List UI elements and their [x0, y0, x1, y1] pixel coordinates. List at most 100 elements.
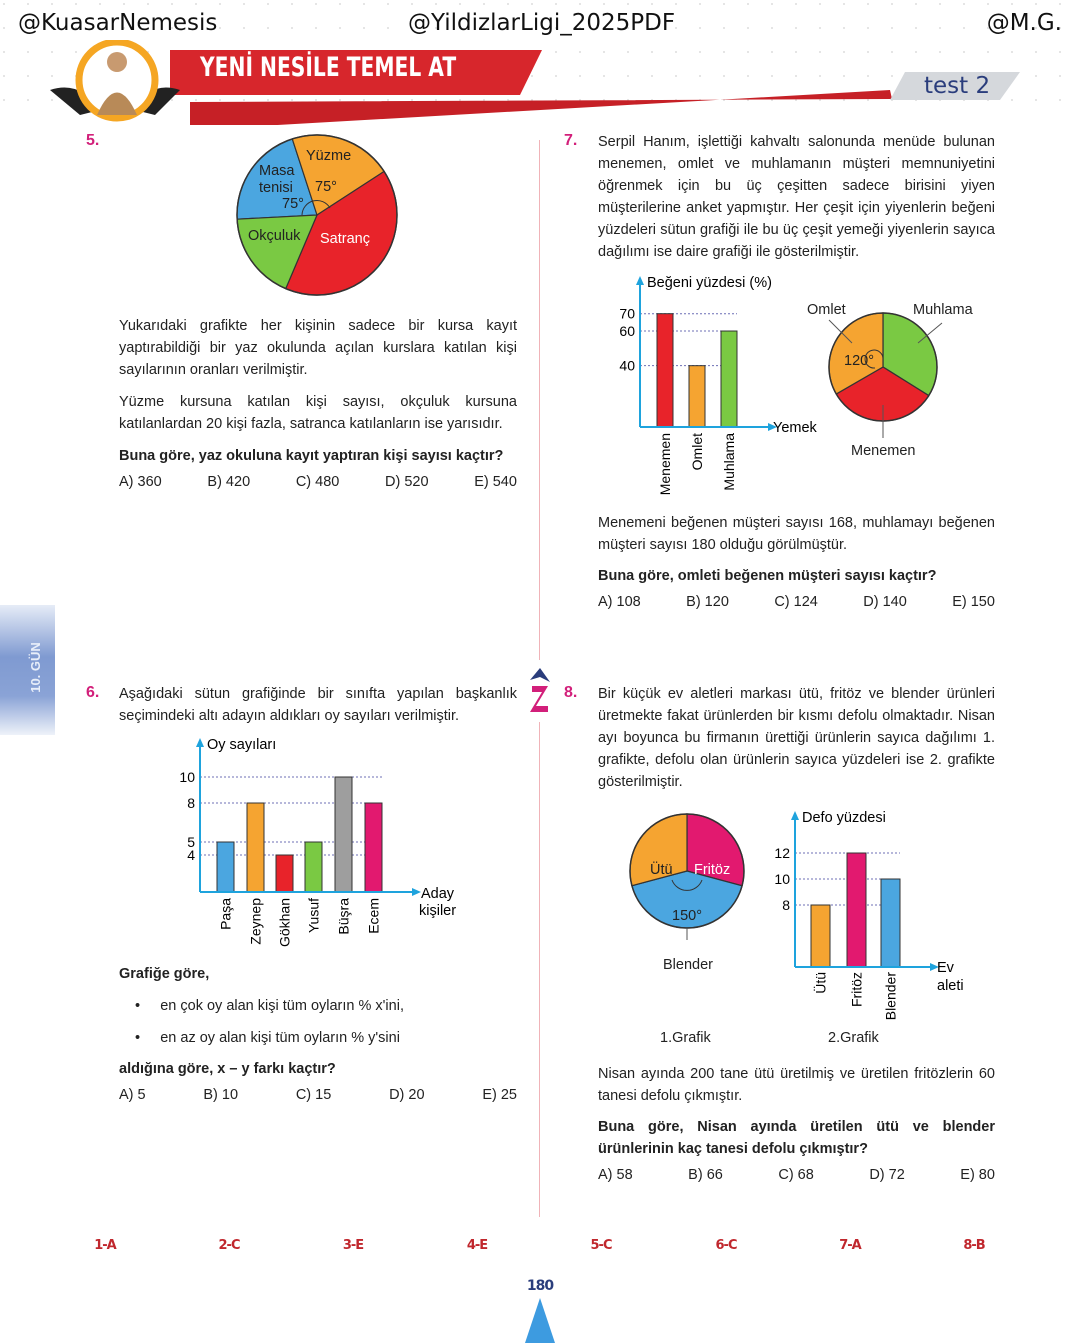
pie-label: Okçuluk	[248, 228, 301, 244]
q6-options: A) 5 B) 10 C) 15 D) 20 E) 25	[119, 1087, 517, 1103]
option-a[interactable]: A) 58	[598, 1167, 633, 1183]
x-tick-label: Menemen	[657, 433, 673, 495]
x-axis-label: kişiler	[419, 903, 456, 919]
option-b[interactable]: B) 10	[203, 1087, 239, 1103]
option-b[interactable]: B) 120	[686, 594, 729, 610]
page-marker-icon	[525, 1298, 555, 1343]
header-banner	[50, 40, 1020, 125]
pie-label: tenisi	[259, 180, 293, 196]
question-number: 6.	[86, 684, 100, 701]
option-c[interactable]: C) 124	[774, 594, 818, 610]
x-tick-label: Blender	[883, 972, 899, 1021]
option-c[interactable]: C) 480	[295, 474, 340, 490]
option-d[interactable]: D) 72	[869, 1167, 905, 1183]
pie-label: Masa	[259, 163, 295, 179]
pie-label: 75°	[315, 179, 337, 195]
q8-charts: Ütü Fritöz 150° Blender 8 10 12 Ütü Fritöz Blende…	[629, 810, 964, 1021]
x-tick-label: Yusuf	[306, 898, 322, 933]
x-tick-label: Fritöz	[849, 972, 865, 1007]
option-b[interactable]: B) 66	[688, 1167, 723, 1183]
q5-text1: Yukarıdaki grafikte her kişinin sadece b…	[119, 318, 517, 378]
q5-text2: Yüzme kursuna katılan kişi sayısı, okçul…	[119, 394, 517, 432]
bullet-text: en az oy alan kişi tüm oyların % y'sini	[160, 1030, 400, 1046]
option-e[interactable]: E) 150	[952, 594, 995, 610]
option-e[interactable]: E) 540	[474, 474, 517, 490]
pie-label: Satranç	[320, 231, 370, 247]
x-tick-label: Omlet	[689, 433, 705, 470]
bar-fritöz	[846, 852, 867, 968]
x-axis-label: aleti	[937, 978, 964, 994]
q7-text2: Menemeni beğenen müşteri sayısı 168, muh…	[598, 515, 995, 553]
answer-key-item: 2-C	[218, 1238, 241, 1253]
leader-line	[828, 319, 853, 344]
answer-key-item: 4-E	[466, 1238, 488, 1253]
option-a[interactable]: A) 360	[119, 474, 162, 490]
y-tick-label: 5	[187, 834, 195, 850]
pie-label: Omlet	[807, 302, 846, 318]
q8-question: Buna göre, Nisan ayında üretilen ütü ve …	[598, 1119, 995, 1157]
answer-key-item: 7-A	[839, 1238, 861, 1253]
answer-key-item: 6-C	[715, 1238, 738, 1253]
answer-key-item: 3-E	[342, 1238, 364, 1253]
y-tick-label: 60	[619, 323, 635, 339]
banner-title: YENİ NESİLE TEMEL AT	[200, 52, 457, 83]
y-axis-label: Beğeni yüzdesi (%)	[647, 275, 772, 291]
angle-arc	[301, 199, 331, 216]
option-d[interactable]: D) 140	[863, 594, 907, 610]
pie-label: 120°	[844, 353, 874, 369]
q5-question: Buna göre, yaz okuluna kayıt yaptıran ki…	[119, 448, 504, 464]
watermark-left: @KuasarNemesis	[18, 10, 218, 36]
option-c[interactable]: C) 15	[295, 1087, 332, 1103]
y-axis-arrow-icon	[791, 811, 799, 820]
question-number: 7.	[564, 132, 578, 149]
side-tab	[0, 605, 55, 735]
q6-bar-chart: 45 8 10 Paşa Zeynep Gökhan Yusuf Büşra Ecem Oy sa…	[179, 737, 456, 947]
option-d[interactable]: D) 520	[385, 474, 429, 490]
q6-question: aldığına göre, x – y farkı kaçtır?	[119, 1061, 336, 1077]
y-tick-label: 8	[187, 795, 195, 811]
answer-key-item: 5-C	[590, 1238, 613, 1253]
y-tick-label: 10	[179, 769, 195, 785]
q8-options: A) 58 B) 66 C) 68 D) 72 E) 80	[598, 1167, 995, 1183]
y-axis-label: Defo yüzdesi	[802, 810, 886, 826]
leader-line	[917, 322, 943, 344]
pie-label: Muhlama	[913, 302, 974, 318]
y-axis-arrow-icon	[196, 738, 204, 747]
option-a[interactable]: A) 108	[598, 594, 641, 610]
x-axis-label: Ev	[937, 960, 955, 976]
y-tick-label: 70	[619, 306, 635, 322]
column-divider	[539, 722, 540, 1217]
angle-arc	[864, 349, 884, 369]
bar-blender	[880, 878, 901, 968]
option-d[interactable]: D) 20	[389, 1087, 425, 1103]
q8-caption2: 2.Grafik	[828, 1030, 879, 1046]
y-tick-label: 8	[782, 897, 790, 913]
option-a[interactable]: A) 5	[119, 1087, 146, 1103]
page-number: 180	[526, 1278, 554, 1294]
pie-label: Ütü	[650, 860, 673, 878]
y-tick-label: 12	[774, 845, 790, 861]
q7-text1: Serpil Hanım, işlettiği kahvaltı salonun…	[598, 134, 995, 260]
x-tick-label: Muhlama	[721, 433, 737, 491]
watermark-right: @M.G.	[986, 10, 1062, 36]
y-tick-label: 10	[774, 871, 790, 887]
option-c[interactable]: C) 68	[778, 1167, 814, 1183]
option-e[interactable]: E) 80	[960, 1167, 995, 1183]
option-e[interactable]: E) 25	[482, 1087, 517, 1103]
question-number: 5.	[86, 132, 100, 149]
q8-caption1: 1.Grafik	[660, 1030, 711, 1046]
q5-options: A) 360 B) 420 C) 480 D) 520 E) 540	[119, 474, 517, 490]
pie-label: Yüzme	[306, 148, 351, 164]
angle-arc	[671, 879, 703, 891]
x-axis-arrow-icon	[412, 888, 421, 896]
pie-label: Menemen	[851, 443, 915, 459]
publisher-logo-icon	[530, 668, 550, 712]
pie-outline	[236, 134, 398, 296]
y-axis-label: Oy sayıları	[207, 737, 276, 753]
q8-text2: Nisan ayında 200 tane ütü üretilmiş ve ü…	[598, 1066, 995, 1104]
y-axis-arrow-icon	[636, 276, 644, 285]
option-b[interactable]: B) 420	[207, 474, 251, 490]
x-axis-label: Yemek	[773, 420, 818, 436]
question-number: 8.	[564, 684, 578, 701]
